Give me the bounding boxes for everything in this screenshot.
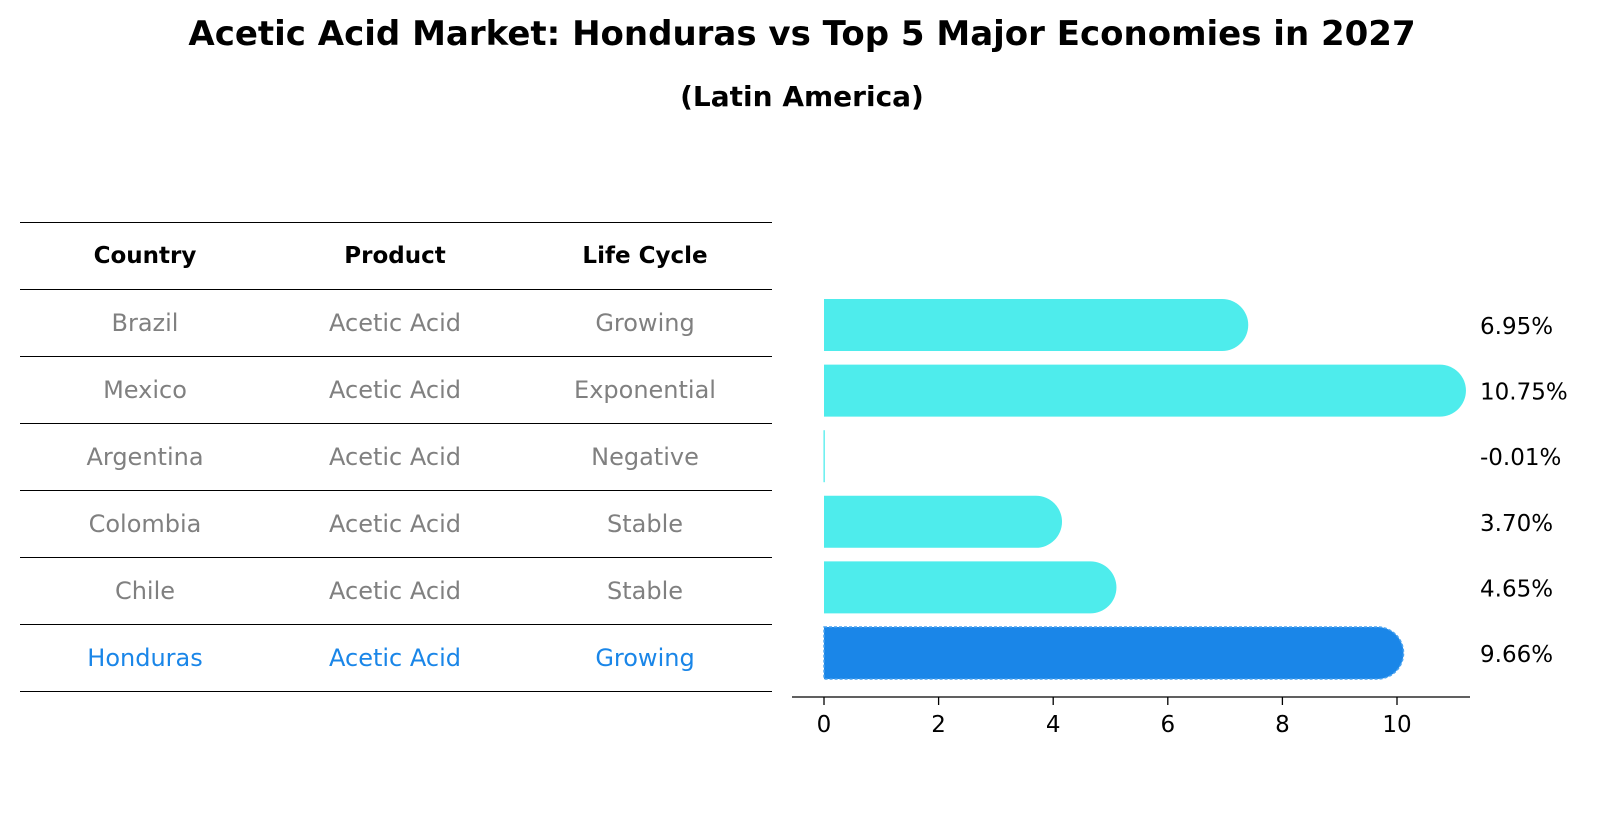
cell-life-cycle: Negative	[591, 443, 699, 471]
table-row-highlighted: Honduras Acetic Acid Growing	[20, 625, 772, 692]
x-tick-label: 10	[1382, 712, 1411, 738]
table-header-row: Country Product Life Cycle	[20, 222, 772, 290]
cell-life-cycle: Stable	[606, 577, 684, 605]
table-row: Argentina Acetic Acid Negative	[20, 424, 772, 491]
header-country: Country	[93, 243, 197, 269]
value-label: -0.01%	[1480, 445, 1561, 471]
bar-argentina	[823, 430, 825, 483]
x-tick-label: 0	[817, 712, 832, 738]
table-row: Mexico Acetic Acid Exponential	[20, 357, 772, 424]
value-label: 10.75%	[1480, 380, 1568, 406]
bar-brazil	[824, 299, 1249, 351]
cell-product: Acetic Acid	[329, 577, 461, 605]
bar-colombia	[824, 495, 1063, 548]
x-tick-label: 8	[1275, 712, 1290, 738]
cell-country: Brazil	[111, 309, 179, 337]
bar-chile	[824, 561, 1117, 614]
data-table: Country Product Life Cycle Brazil Acetic…	[20, 222, 772, 692]
x-tick-label: 6	[1160, 712, 1175, 738]
cell-product: Acetic Acid	[329, 309, 461, 337]
cell-country: Chile	[114, 577, 176, 605]
cell-product: Acetic Acid	[329, 443, 461, 471]
cell-country: Honduras	[87, 644, 203, 672]
chart-subtitle: (Latin America)	[680, 80, 924, 113]
x-tick-label: 4	[1046, 712, 1061, 738]
bar-honduras	[823, 626, 1405, 680]
value-label: 4.65%	[1480, 576, 1553, 602]
cell-country: Colombia	[88, 510, 202, 538]
table-row: Brazil Acetic Acid Growing	[20, 290, 772, 357]
value-label: 9.66%	[1480, 642, 1553, 668]
cell-life-cycle: Exponential	[574, 376, 716, 404]
cell-product: Acetic Acid	[329, 510, 461, 538]
cell-life-cycle: Growing	[595, 309, 695, 337]
cell-country: Argentina	[86, 443, 204, 471]
cell-product: Acetic Acid	[329, 376, 461, 404]
cell-country: Mexico	[103, 376, 187, 404]
table-row: Colombia Acetic Acid Stable	[20, 491, 772, 558]
table-row: Chile Acetic Acid Stable	[20, 558, 772, 625]
cell-product: Acetic Acid	[329, 644, 461, 672]
bar-mexico	[824, 364, 1466, 417]
value-label: 3.70%	[1480, 511, 1553, 537]
cell-life-cycle: Stable	[606, 510, 684, 538]
cell-life-cycle: Growing	[595, 644, 695, 672]
header-life-cycle: Life Cycle	[582, 243, 708, 269]
chart-title: Acetic Acid Market: Honduras vs Top 5 Ma…	[188, 14, 1416, 54]
header-product: Product	[344, 243, 446, 269]
value-label: 6.95%	[1480, 314, 1553, 340]
x-tick-label: 2	[931, 712, 946, 738]
